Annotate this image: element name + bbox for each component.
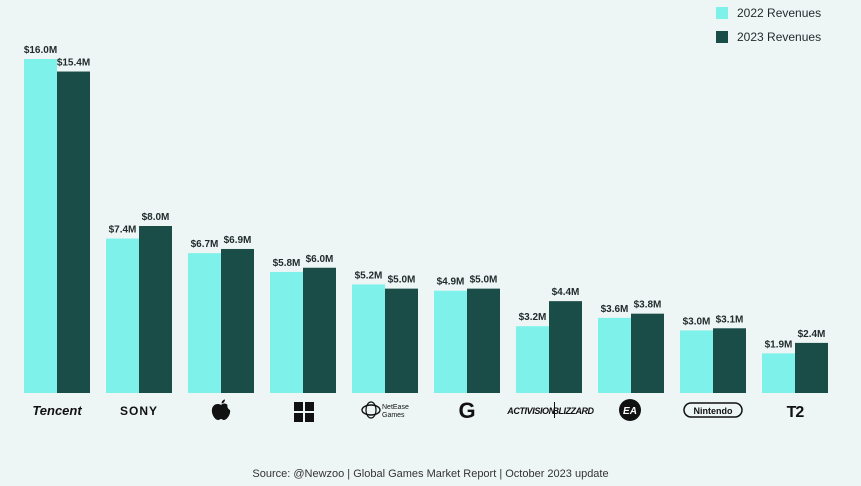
activision-logo-text: ACTIVISION — [506, 406, 555, 416]
bar-2022-6 — [516, 326, 549, 393]
bar-2022-8 — [680, 330, 713, 393]
netease-logo: NetEase Games — [361, 401, 409, 419]
bar-2022-9 — [762, 353, 795, 393]
bar-2023-5 — [467, 288, 500, 393]
bars-group — [24, 59, 828, 394]
t2-logo: T2 — [787, 404, 805, 421]
chart-legend: 2022 Revenues 2023 Revenues — [716, 6, 821, 54]
bar-label-2023-2: $6.9M — [224, 235, 252, 246]
legend-swatch-2023 — [716, 31, 728, 43]
bar-2022-3 — [270, 271, 303, 393]
bar-label-2022-2: $6.7M — [191, 239, 219, 250]
bar-label-2022-5: $4.9M — [437, 277, 465, 288]
ea-logo-text: EA — [623, 406, 637, 417]
netease-logo-sub: Games — [382, 412, 405, 419]
microsoft-logo — [294, 402, 314, 422]
data-labels-group: $16.0M$15.4M $7.4M $8.0M $6.7M $6.9M $5.8M $6.… — [24, 45, 826, 350]
bar-2023-3 — [303, 267, 336, 393]
bar-label-2022-1: $7.4M — [109, 225, 137, 236]
bar-2022-1 — [106, 238, 139, 393]
bar-label-2022-6: $3.2M — [519, 312, 547, 323]
bar-2022-4 — [352, 284, 385, 393]
bar-2022-2 — [188, 253, 221, 393]
bar-label-2022-0: $16.0M — [24, 45, 57, 56]
blizzard-logo-text: BLIZZARD — [553, 406, 595, 416]
legend-swatch-2022 — [716, 7, 728, 19]
bar-label-2022-4: $5.2M — [355, 270, 383, 281]
tencent-logo: Tencent — [32, 403, 82, 418]
bar-2023-6 — [549, 301, 582, 393]
bar-2023-2 — [221, 248, 254, 393]
bar-2023-0 — [57, 71, 90, 394]
sony-logo: SONY — [120, 404, 158, 418]
bar-2023-4 — [385, 288, 418, 393]
legend-item-2022: 2022 Revenues — [716, 6, 821, 20]
bar-label-2022-9: $1.9M — [765, 339, 793, 350]
category-logos: Tencent SONY NetEase Games G ACTIVISION … — [32, 398, 805, 423]
bar-label-2022-7: $3.6M — [601, 304, 629, 315]
bar-label-2023-5: $5.0M — [470, 275, 498, 286]
bar-label-2023-9: $2.4M — [798, 329, 826, 340]
bar-label-2023-0: $15.4M — [57, 58, 90, 69]
bar-2022-7 — [598, 317, 631, 393]
google-logo: G — [458, 398, 475, 423]
bar-label-2023-4: $5.0M — [388, 275, 416, 286]
source-caption: Source: @Newzoo | Global Games Market Re… — [252, 468, 609, 480]
bar-2022-0 — [24, 59, 57, 393]
activision-blizzard-logo: ACTIVISION BLIZZARD — [506, 402, 595, 418]
bar-label-2023-3: $6.0M — [306, 254, 334, 265]
bar-label-2022-3: $5.8M — [273, 258, 301, 269]
bar-label-2023-7: $3.8M — [634, 300, 662, 311]
nintendo-logo-text: Nintendo — [694, 406, 733, 416]
bar-2023-1 — [139, 226, 172, 393]
nintendo-logo: Nintendo — [683, 402, 743, 418]
legend-label-2022: 2022 Revenues — [737, 6, 822, 20]
apple-logo — [211, 399, 231, 420]
bar-label-2023-8: $3.1M — [716, 314, 744, 325]
ea-logo: EA — [619, 399, 641, 421]
bar-label-2023-1: $8.0M — [142, 212, 170, 223]
netease-logo-main: NetEase — [382, 404, 409, 411]
legend-item-2023: 2023 Revenues — [716, 30, 821, 44]
legend-label-2023: 2023 Revenues — [737, 30, 822, 44]
bar-2023-9 — [795, 342, 828, 393]
bar-2023-8 — [713, 328, 746, 393]
bar-label-2022-8: $3.0M — [683, 316, 711, 327]
bar-label-2023-6: $4.4M — [552, 287, 580, 298]
bar-2023-7 — [631, 313, 664, 393]
bar-2022-5 — [434, 290, 467, 393]
